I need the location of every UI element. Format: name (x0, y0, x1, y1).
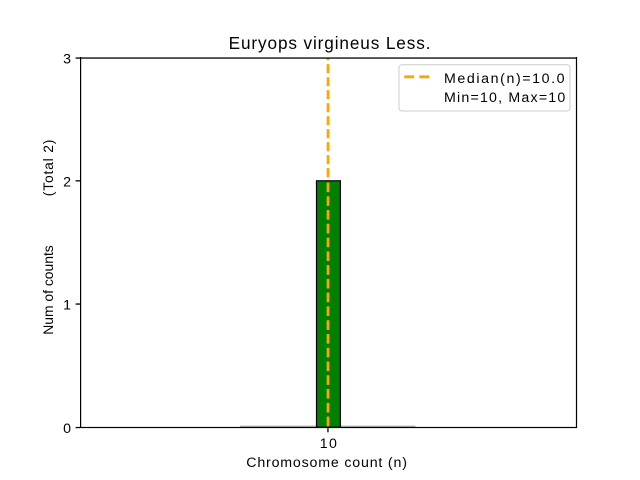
svg-text:Euryops virgineus Less.: Euryops virgineus Less. (229, 33, 432, 53)
svg-text:Median(n)=10.0: Median(n)=10.0 (444, 71, 566, 87)
svg-text:Chromosome count (n): Chromosome count (n) (246, 455, 407, 471)
svg-text:Num of counts: Num of counts (40, 245, 56, 335)
svg-text:1: 1 (63, 298, 71, 314)
svg-text:10: 10 (320, 436, 338, 452)
svg-text:2: 2 (63, 174, 71, 190)
svg-text:(Total 2): (Total 2) (40, 139, 56, 196)
svg-text:0: 0 (63, 421, 71, 437)
svg-text:Min=10, Max=10: Min=10, Max=10 (444, 90, 566, 106)
svg-text:3: 3 (63, 51, 71, 67)
